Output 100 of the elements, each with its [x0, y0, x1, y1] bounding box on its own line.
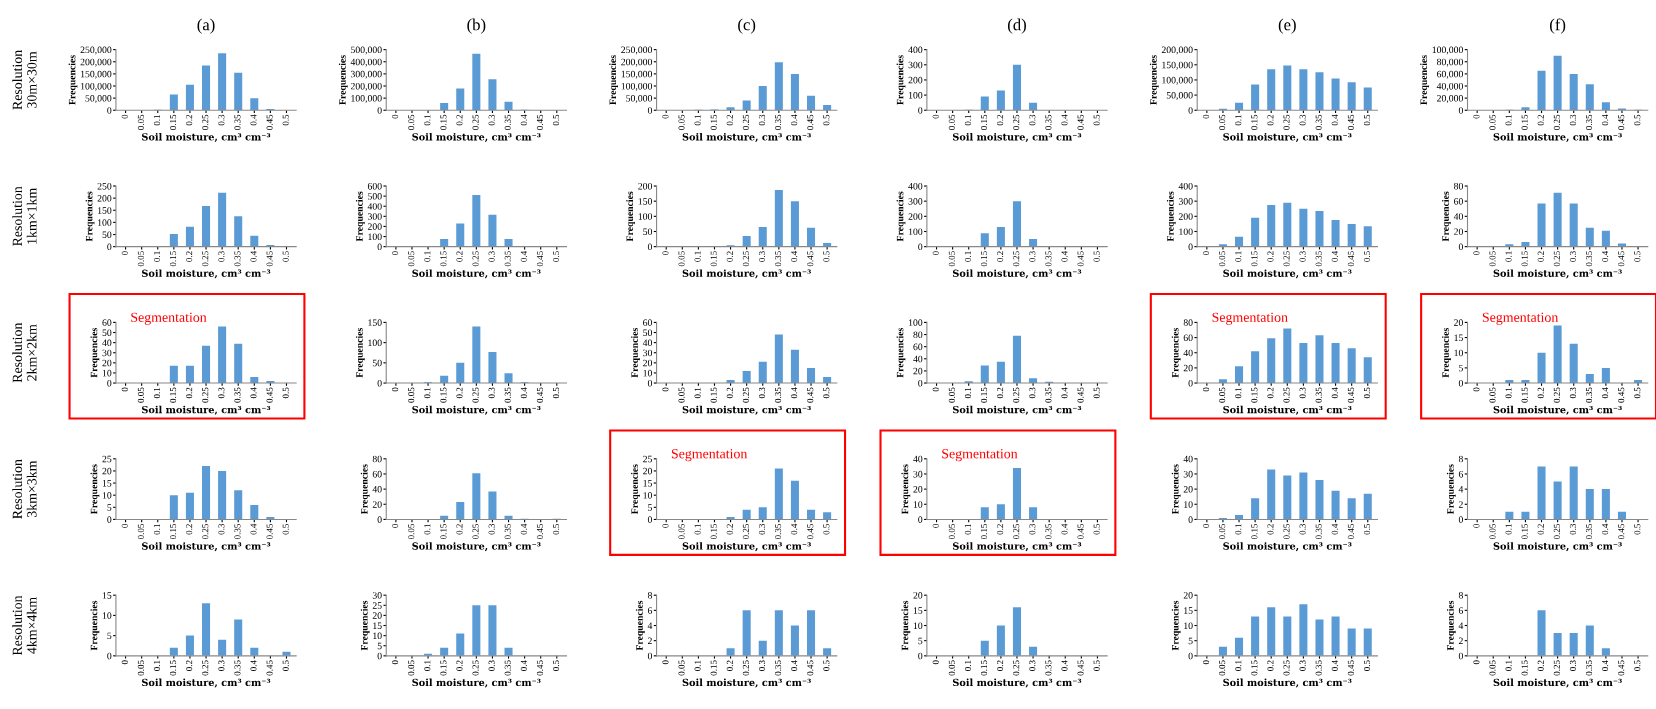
x-tick-label: 0.15: [1251, 114, 1258, 130]
x-tick-label: 0.5: [552, 114, 560, 126]
x-tick-label: 0.35: [234, 523, 241, 540]
x-tick-label: 0.05: [948, 387, 955, 403]
x-tick-label: 0.25: [742, 523, 749, 540]
y-tick-label: 50: [102, 329, 112, 336]
y-tick-label: 5: [107, 632, 112, 640]
y-tick-label: 100: [368, 233, 382, 241]
x-tick-label: 0: [392, 660, 399, 665]
annotation: Segmentation: [671, 449, 748, 462]
x-tick-label: 0.45: [807, 114, 814, 130]
y-tick-label: 80: [1453, 182, 1463, 190]
x-tick-label: 0.15: [1521, 114, 1528, 130]
y-tick-label: 0: [1188, 379, 1193, 387]
x-tick-label: 0.35: [504, 114, 511, 130]
x-tick-label: 0.45: [266, 523, 273, 540]
x-axis-title: Soil moisture, cm³ cm⁻³: [142, 269, 271, 279]
x-tick-label: 0.2: [1267, 524, 1274, 535]
x-tick-label: 0.35: [1045, 114, 1052, 130]
x-tick-label: 0.2: [726, 387, 733, 399]
x-axis-title: Soil moisture, cm³ cm⁻³: [1223, 678, 1352, 688]
y-tick-label: 25: [643, 455, 653, 463]
y-tick-label: 0: [377, 107, 382, 114]
x-tick-label: 0.15: [1521, 387, 1528, 403]
x-tick-label: 0.4: [520, 250, 527, 262]
y-tick-label: 60,000: [1437, 70, 1463, 79]
x-tick-label: 0.1: [1505, 524, 1512, 535]
x-tick-label: 0.15: [440, 523, 447, 540]
y-tick-label: 15: [373, 622, 382, 629]
y-tick-label: 300: [908, 198, 923, 205]
x-tick-label: 0.05: [137, 523, 144, 540]
x-tick-label: 0.4: [1061, 660, 1068, 671]
x-tick-label: 0.4: [1602, 387, 1609, 399]
y-tick-label: 60: [372, 470, 382, 478]
x-tick-label: 0.35: [1045, 387, 1052, 403]
x-tick-label: 0.5: [1093, 114, 1100, 126]
y-tick-label: 40: [102, 339, 112, 347]
y-tick-label: 6: [647, 607, 653, 614]
x-tick-label: 0.15: [170, 523, 177, 540]
y-tick-label: 40: [1183, 349, 1193, 357]
x-tick-label: 0.5: [282, 251, 289, 262]
x-tick-label: 0.3: [1569, 387, 1576, 399]
x-tick-label: 0.2: [186, 660, 193, 671]
y-tick-label: 80: [913, 331, 923, 339]
x-tick-label: 0.2: [186, 387, 193, 399]
y-tick-label: 20: [1183, 592, 1193, 599]
y-tick-label: 400: [908, 182, 923, 190]
y-tick-label: 15: [1184, 607, 1193, 614]
y-tick-label: 5: [377, 642, 382, 650]
x-tick-label: 0.4: [1061, 523, 1068, 535]
y-tick-label: 200,000: [80, 58, 112, 67]
y-tick-label: 150: [98, 207, 112, 214]
y-axis-title: Frequencies: [635, 600, 645, 651]
x-tick-label: 0.5: [1093, 251, 1100, 262]
y-tick-label: 10: [1454, 349, 1463, 357]
x-tick-label: 0.5: [823, 387, 830, 399]
x-tick-label: 0.15: [170, 251, 177, 267]
y-axis-title: Frequencies: [1166, 191, 1176, 242]
y-tick-label: 40: [913, 355, 923, 363]
x-tick-label: 0.1: [694, 114, 701, 126]
x-tick-label: 0.05: [948, 114, 955, 130]
x-tick-label: 0.3: [758, 251, 766, 262]
x-tick-label: 0.15: [440, 387, 447, 403]
x-tick-label: 0.15: [710, 660, 717, 676]
x-tick-label: 0.45: [1077, 114, 1084, 130]
x-axis-title: Soil moisture, cm³ cm⁻³: [1493, 405, 1622, 415]
x-tick-label: 0.4: [520, 387, 527, 399]
x-axis-title: Soil moisture, cm³ cm⁻³: [1223, 269, 1352, 279]
x-tick-label: 0.5: [282, 114, 289, 126]
x-tick-label: 0.1: [1235, 387, 1242, 399]
x-tick-label: 0: [392, 523, 399, 528]
x-axis-title: Soil moisture, cm³ cm⁻³: [1493, 542, 1622, 552]
y-tick-label: 0: [1188, 107, 1193, 114]
x-tick-label: 0: [662, 660, 669, 665]
x-tick-label: 0.2: [1267, 660, 1274, 671]
x-tick-label: 0.45: [536, 523, 543, 540]
x-tick-label: 0.45: [536, 387, 543, 403]
x-tick-label: 0.4: [250, 114, 257, 126]
y-tick-label: 30: [1183, 470, 1193, 478]
x-axis-title: Soil moisture, cm³ cm⁻³: [682, 132, 811, 142]
x-tick-label: 0.45: [807, 660, 814, 676]
x-tick-label: 0.45: [807, 387, 814, 403]
x-tick-label: 0.1: [153, 387, 161, 399]
x-tick-label: 0.15: [710, 387, 717, 403]
x-axis-title: Soil moisture, cm³ cm⁻³: [1223, 405, 1352, 415]
x-tick-label: 0.45: [1618, 523, 1625, 540]
x-axis-title: Soil moisture, cm³ cm⁻³: [412, 405, 541, 415]
x-tick-label: 0: [1473, 660, 1480, 665]
x-tick-label: 0: [1473, 114, 1480, 119]
x-tick-label: 0.3: [218, 660, 225, 671]
y-axis-title: Frequencies: [338, 55, 348, 105]
x-tick-label: 0.4: [791, 114, 798, 126]
y-tick-label: 0: [647, 379, 653, 387]
x-tick-label: 0.25: [1013, 523, 1020, 540]
y-tick-label: 8: [1458, 455, 1463, 463]
x-tick-label: 0.25: [1553, 523, 1560, 540]
y-tick-label: 30: [913, 470, 923, 478]
x-tick-label: 0.25: [742, 387, 749, 403]
y-tick-label: 60: [1454, 198, 1463, 205]
x-tick-label: 0.45: [1618, 251, 1625, 267]
